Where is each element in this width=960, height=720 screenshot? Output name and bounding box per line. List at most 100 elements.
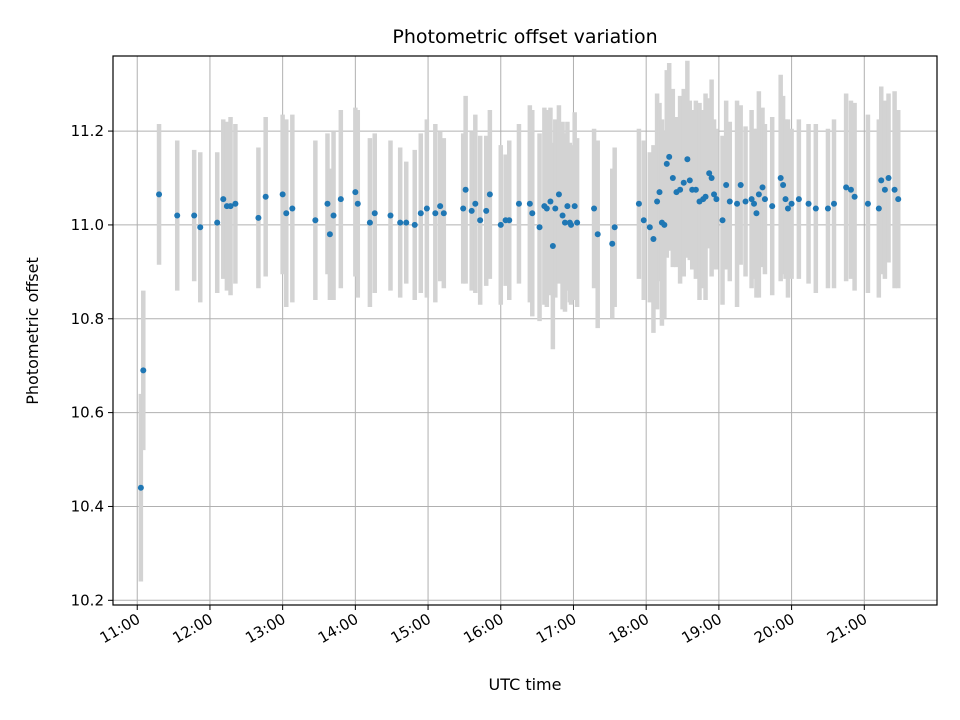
data-point	[552, 205, 559, 212]
data-point	[574, 219, 581, 226]
data-point	[719, 217, 726, 224]
data-point	[549, 243, 556, 250]
data-point	[472, 200, 479, 207]
data-point	[777, 175, 784, 181]
data-point	[462, 186, 469, 193]
data-point	[895, 196, 902, 203]
data-point	[568, 221, 575, 228]
data-point	[515, 200, 522, 207]
data-point	[591, 205, 598, 212]
data-point	[702, 193, 709, 200]
data-point	[669, 175, 676, 181]
data-point	[403, 219, 410, 226]
data-point	[432, 210, 439, 217]
data-points	[137, 153, 902, 491]
data-point	[885, 175, 892, 181]
data-point	[337, 196, 344, 203]
data-point	[483, 207, 490, 214]
data-point	[371, 210, 378, 217]
data-point	[795, 196, 802, 203]
y-axis: 10.2 10.4 10.6 10.8 11.0 11.2	[71, 122, 113, 609]
data-point	[555, 191, 562, 198]
data-point	[851, 193, 858, 200]
y-tick-label: 11.0	[71, 216, 104, 234]
data-point	[726, 198, 733, 205]
data-point	[656, 189, 663, 196]
data-point	[283, 210, 290, 217]
data-point	[881, 186, 888, 193]
data-point	[397, 219, 404, 226]
data-point	[723, 182, 730, 189]
data-point	[354, 200, 361, 207]
data-point	[387, 212, 394, 219]
data-point	[784, 205, 791, 212]
data-point	[640, 217, 647, 224]
data-point	[843, 184, 850, 191]
data-point	[878, 177, 885, 184]
data-point	[279, 191, 286, 198]
data-point	[824, 205, 831, 212]
data-point	[847, 186, 854, 193]
data-point	[611, 224, 618, 231]
y-axis-label: Photometric offset	[23, 257, 42, 405]
data-point	[423, 205, 430, 212]
y-tick-label: 10.2	[71, 591, 104, 609]
data-point	[684, 156, 691, 163]
data-point	[564, 203, 571, 210]
data-point	[805, 200, 812, 207]
data-point	[737, 182, 744, 189]
data-point	[759, 184, 766, 191]
data-point	[227, 203, 234, 210]
data-point	[486, 191, 493, 198]
data-point	[751, 200, 758, 207]
data-point	[561, 219, 568, 226]
data-point	[692, 186, 699, 193]
data-point	[755, 191, 762, 198]
data-point	[686, 177, 693, 184]
data-point	[312, 217, 319, 224]
data-point	[156, 191, 163, 198]
data-point	[677, 186, 684, 193]
y-tick-label: 10.8	[71, 310, 104, 328]
data-point	[220, 196, 227, 203]
data-point	[289, 205, 296, 212]
data-point	[497, 221, 504, 228]
y-tick-label: 10.4	[71, 497, 104, 515]
y-tick-label: 10.6	[71, 404, 104, 422]
data-point	[875, 205, 882, 212]
data-point	[711, 191, 718, 198]
data-point	[559, 212, 566, 219]
data-point	[529, 210, 536, 217]
data-point	[666, 153, 673, 160]
data-point	[543, 205, 550, 212]
data-point	[417, 210, 424, 217]
data-point	[831, 200, 837, 207]
data-point	[609, 240, 616, 247]
data-point	[326, 231, 333, 238]
data-point	[536, 224, 543, 231]
data-point	[197, 224, 204, 231]
data-point	[571, 203, 578, 210]
data-point	[734, 200, 741, 207]
data-point	[594, 231, 601, 238]
y-tick-label: 11.2	[71, 122, 104, 140]
plot-frame	[112, 55, 938, 606]
data-point	[769, 203, 776, 210]
x-axis-label: UTC time	[489, 675, 562, 694]
data-point	[650, 236, 657, 242]
data-point	[437, 203, 444, 210]
data-point	[468, 207, 475, 214]
data-point	[654, 198, 661, 205]
chart-title: Photometric offset variation	[392, 26, 657, 48]
data-point	[680, 179, 687, 186]
data-point	[440, 210, 447, 217]
data-point	[140, 367, 147, 374]
data-point	[708, 175, 715, 181]
data-point	[706, 170, 713, 177]
data-point	[411, 221, 418, 228]
data-point	[191, 212, 198, 219]
data-point	[780, 182, 787, 189]
data-point	[748, 196, 755, 203]
data-point	[812, 205, 819, 212]
